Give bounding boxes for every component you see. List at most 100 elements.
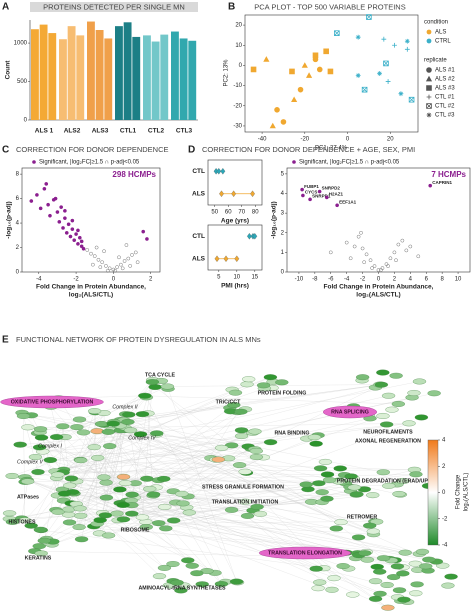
protein-node xyxy=(16,413,31,419)
cluster-label: AXONAL REGENERATION xyxy=(355,438,421,444)
data-point xyxy=(59,205,64,210)
protein-node xyxy=(320,471,335,478)
y-tick-label: -10 xyxy=(233,83,242,89)
data-point xyxy=(250,66,257,73)
edge xyxy=(21,509,56,519)
cluster-label: KERATINS xyxy=(25,555,52,561)
protein-node xyxy=(358,550,372,557)
data-point xyxy=(48,213,52,218)
edge xyxy=(128,414,333,590)
data-point xyxy=(79,239,84,244)
protein-node xyxy=(5,518,20,525)
protein-node xyxy=(318,458,333,465)
protein-node xyxy=(33,426,48,433)
bar xyxy=(67,26,76,120)
data-point xyxy=(394,258,398,263)
edge xyxy=(128,386,156,415)
protein-node xyxy=(427,390,441,397)
protein-node xyxy=(390,563,405,570)
data-point xyxy=(305,72,313,78)
data-point xyxy=(81,246,86,251)
protein-node xyxy=(145,379,160,385)
protein-node xyxy=(94,421,109,427)
protein-node xyxy=(392,491,406,497)
x-axis-label: Fold Change in Protein Abundance, xyxy=(324,284,434,291)
edge xyxy=(71,478,346,484)
data-point xyxy=(408,244,413,249)
protein-node xyxy=(381,604,395,611)
category-label: CTL xyxy=(192,168,205,175)
x-tick-label: -6 xyxy=(328,277,334,283)
edge xyxy=(80,412,105,461)
protein-node xyxy=(376,469,390,476)
y-tick-label: 2 xyxy=(16,245,20,251)
cluster-label: STRESS GRANULE FORMATION xyxy=(202,484,284,490)
protein-node xyxy=(167,517,181,524)
data-point xyxy=(29,199,34,203)
cluster-label: NEUROFILAMENTS xyxy=(363,429,413,435)
protein-node xyxy=(57,490,72,497)
data-point xyxy=(328,250,333,255)
protein-node xyxy=(374,381,389,388)
protein-node xyxy=(28,454,43,460)
legend-label: ALS #3 xyxy=(435,86,455,92)
edge xyxy=(132,484,307,495)
protein-node xyxy=(118,480,133,487)
edge xyxy=(153,494,337,529)
protein-node xyxy=(234,427,249,434)
data-point xyxy=(42,186,47,191)
x-axis-label: Fold Change in Protein Abundance, xyxy=(36,284,146,291)
data-point xyxy=(379,268,383,272)
bar xyxy=(160,34,169,120)
protein-node xyxy=(125,491,139,498)
x-axis-label: log₂(ALS/CTL) xyxy=(356,292,400,299)
data-point xyxy=(74,232,78,236)
data-point xyxy=(361,86,368,93)
data-point xyxy=(135,260,140,265)
edge xyxy=(24,477,377,522)
data-point xyxy=(334,30,340,36)
y-tick-label: 0 xyxy=(239,63,243,69)
legend-swatch xyxy=(426,67,432,73)
x-axis-label: Age (yrs) xyxy=(221,218,249,225)
data-point xyxy=(368,258,373,263)
panel-letter: D xyxy=(188,145,195,156)
colorbar-tick-label: -2 xyxy=(442,516,448,522)
cluster-label: Complex II xyxy=(112,404,138,410)
nodes xyxy=(2,369,458,611)
protein-node xyxy=(412,378,427,385)
protein-node xyxy=(334,519,348,526)
legend-swatch xyxy=(292,160,296,164)
legend-swatch xyxy=(426,94,432,100)
bar xyxy=(76,35,85,121)
protein-node xyxy=(313,579,327,586)
y-tick-label: 0 xyxy=(16,270,20,276)
edge xyxy=(109,445,357,495)
protein-node xyxy=(143,485,157,492)
edge xyxy=(103,418,371,478)
data-point xyxy=(219,190,224,198)
protein-node xyxy=(34,550,48,557)
bar xyxy=(59,39,67,120)
x-tick-label: ALS3 xyxy=(92,128,109,135)
data-point xyxy=(388,256,393,261)
protein-node xyxy=(376,555,391,562)
protein-node xyxy=(139,524,153,530)
data-point xyxy=(105,268,110,273)
annotation: 298 HCMPs xyxy=(112,170,156,179)
data-point xyxy=(63,216,67,221)
data-point xyxy=(72,238,77,243)
highlight-bubble xyxy=(323,405,378,419)
data-point xyxy=(85,248,90,252)
panel-letter: E xyxy=(2,335,9,346)
protein-node xyxy=(444,573,458,580)
data-point xyxy=(280,119,287,125)
data-point xyxy=(133,250,138,255)
plot-frame xyxy=(207,224,263,271)
point-label: FUBP1 xyxy=(304,184,319,189)
data-point xyxy=(352,244,357,249)
protein-node xyxy=(5,473,19,479)
protein-node xyxy=(182,509,196,516)
data-point xyxy=(269,122,276,129)
cluster-label: TRiC/CCT xyxy=(216,399,241,405)
